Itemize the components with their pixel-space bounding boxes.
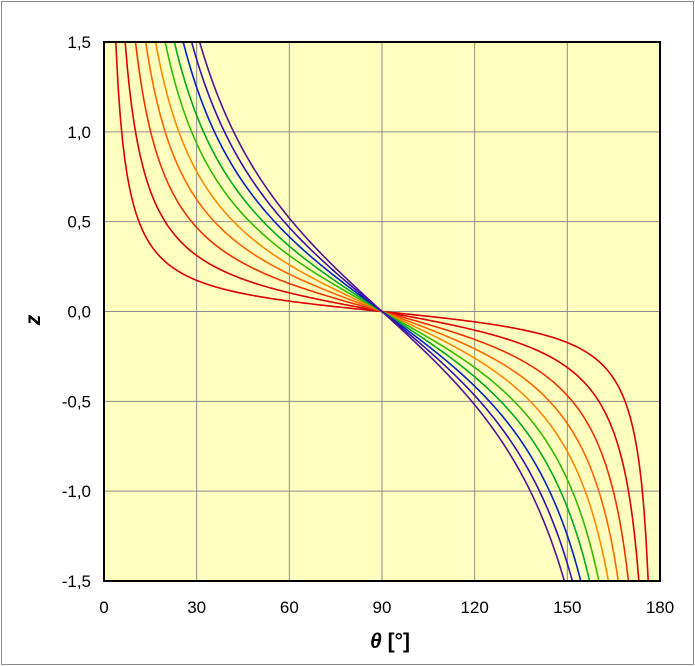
curves [114,41,650,582]
x-tick-label: 0 [99,598,108,617]
y-tick-label: 1,0 [67,123,91,142]
y-tick-label: 0,5 [67,213,91,232]
y-axis-title: z [22,314,45,326]
x-axis-symbol: θ [370,630,382,653]
plot-border [103,41,661,582]
series-line [198,41,566,582]
x-axis-unit: [°] [388,630,410,653]
x-tick-label: 60 [280,598,299,617]
x-tick-label: 30 [187,598,206,617]
y-tick-labels: 1,5 1,0 0,5 0,0 -0,5 -1,0 -1,5 [62,33,91,591]
x-tick-label: 150 [553,598,581,617]
y-tick-label: 1,5 [67,33,91,52]
y-tick-label: -0,5 [62,392,91,411]
x-axis-title: θ [°] [370,630,410,653]
y-tick-label: -1,5 [62,572,91,591]
x-tick-labels: 0 30 60 90 120 150 180 [99,598,674,617]
x-tick-label: 90 [373,598,392,617]
x-tick-label: 180 [646,598,674,617]
x-tick-label: 120 [460,598,488,617]
y-tick-label: 0,0 [67,303,91,322]
y-tick-label: -1,0 [62,482,91,501]
